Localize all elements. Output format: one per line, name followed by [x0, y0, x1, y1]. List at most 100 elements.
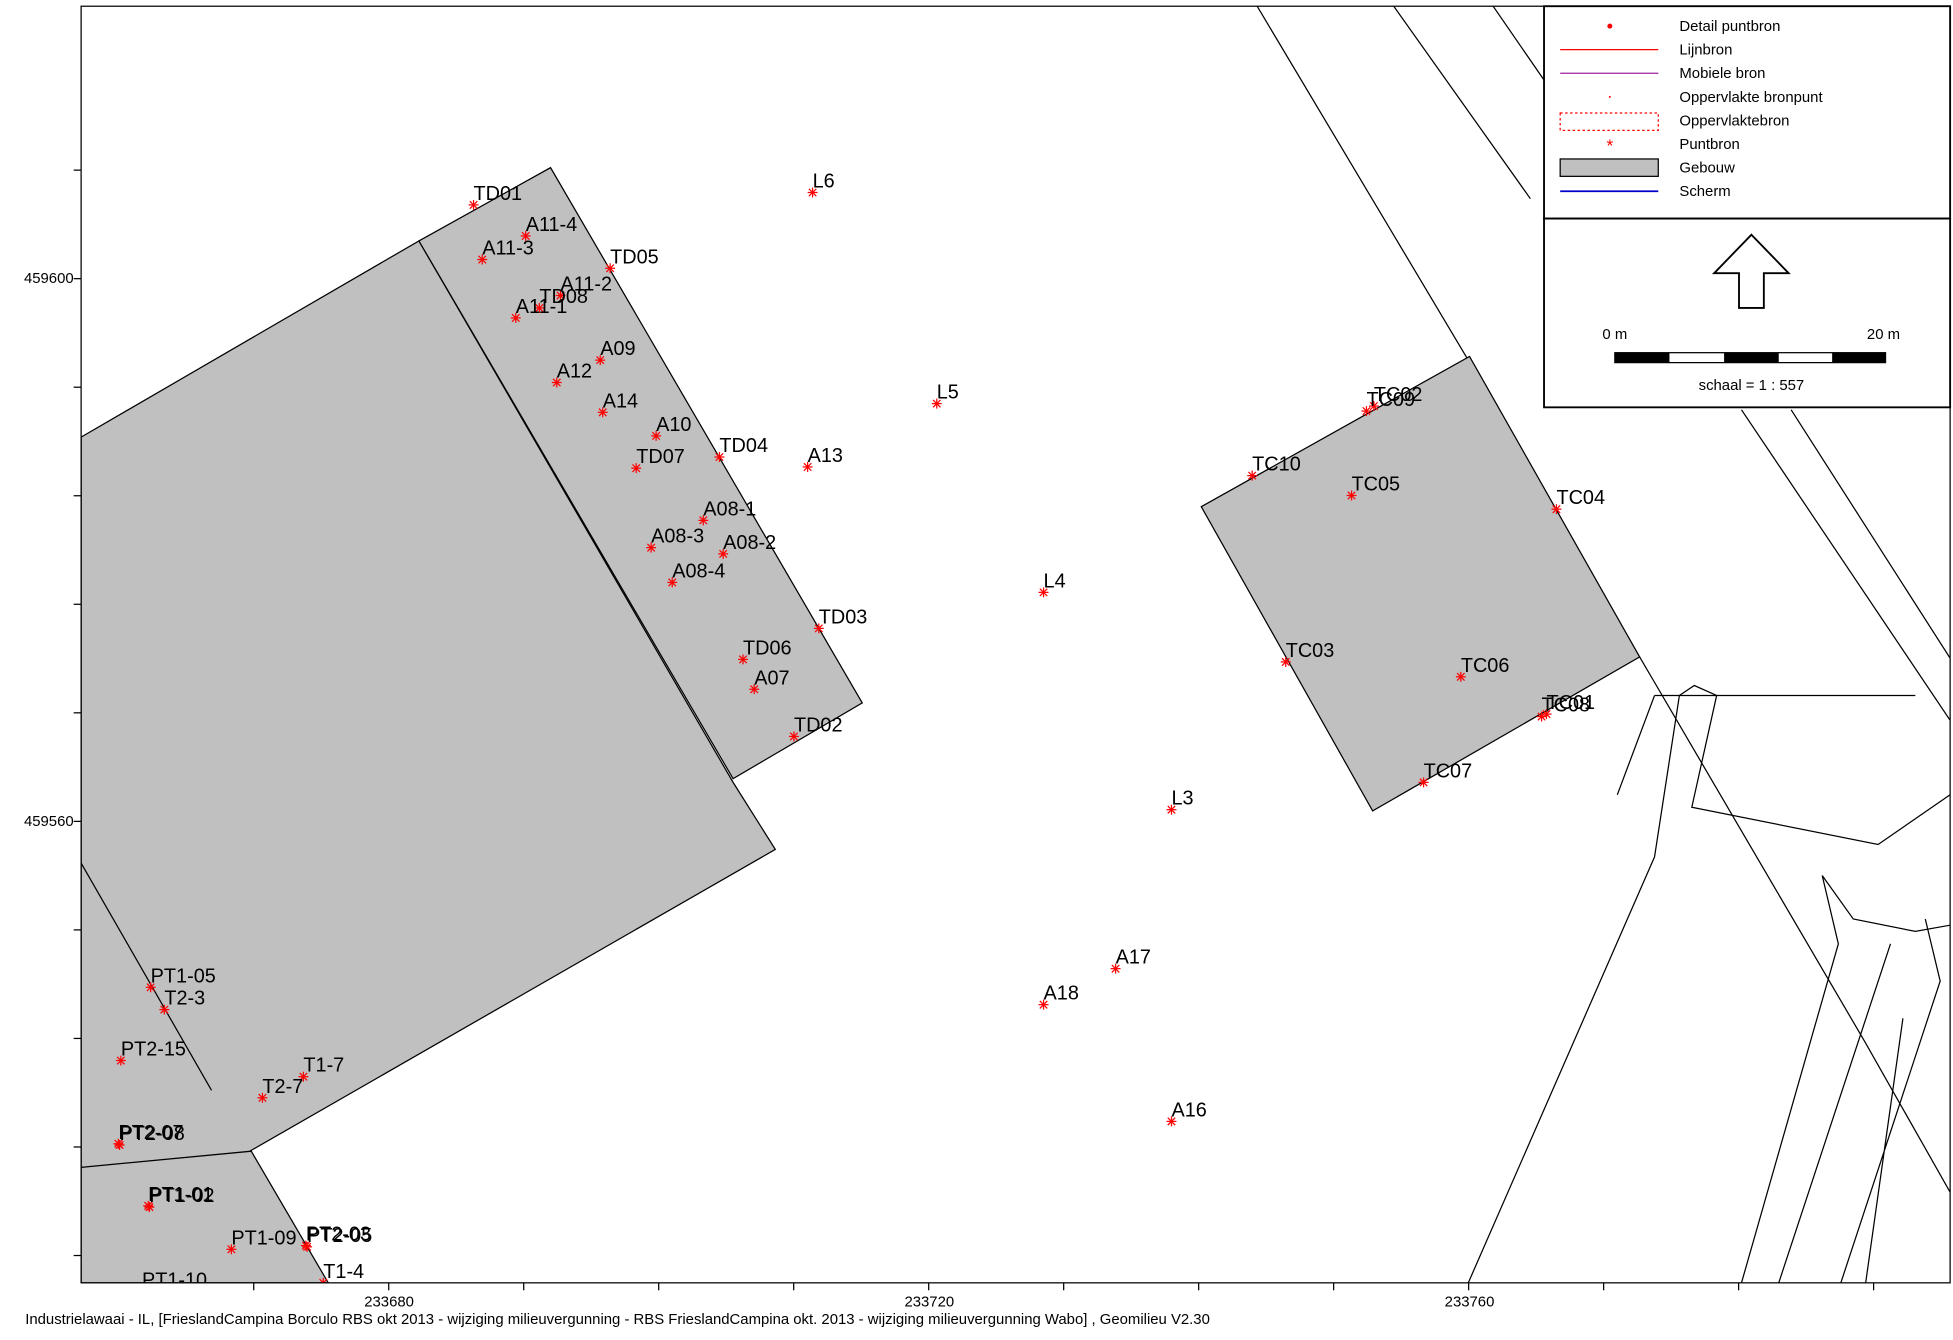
star-stroke [1347, 491, 1356, 500]
x-label: 233720 [904, 1294, 954, 1310]
legend-label: Oppervlakte bronpunt [1679, 90, 1823, 106]
source-marker [1536, 711, 1547, 722]
source-label: A11-2 [560, 274, 612, 296]
star-stroke [1039, 1000, 1048, 1009]
source-label: A11-4 [526, 214, 578, 236]
source-label: PT1-01 [148, 1184, 213, 1206]
star-stroke [258, 1093, 267, 1102]
scale-bar-part [1832, 352, 1886, 363]
source-marker [595, 355, 606, 366]
legend-label: Lijnbron [1679, 43, 1732, 59]
star-stroke [1419, 778, 1428, 787]
source-label: A10 [656, 414, 691, 436]
source-label: L3 [1171, 788, 1193, 810]
scale-end: 20 m [1867, 327, 1900, 343]
star-stroke [1369, 401, 1379, 411]
legend-symbol [1607, 23, 1613, 29]
star-stroke [319, 1278, 325, 1283]
source-marker [226, 1244, 237, 1255]
north-arrow [1711, 233, 1791, 309]
source-label: TC04 [1556, 487, 1605, 509]
source-label: PT2-15 [121, 1039, 186, 1061]
star-stroke [552, 378, 561, 387]
source-marker [534, 303, 545, 313]
star-stroke [302, 1242, 312, 1251]
source-marker [749, 684, 760, 695]
star-stroke [718, 549, 728, 559]
source-marker [651, 430, 662, 441]
source-marker [551, 377, 562, 388]
star-stroke [115, 1140, 124, 1150]
star-stroke [1248, 471, 1257, 480]
source-marker [605, 263, 616, 274]
building [418, 166, 864, 780]
star-stroke [1362, 406, 1371, 416]
source-label: TC10 [1252, 454, 1301, 476]
scale-start: 0 m [1602, 327, 1627, 343]
star-stroke [116, 1056, 126, 1065]
source-label: TC02 [1374, 384, 1423, 406]
source-label: A08-4 [672, 560, 725, 582]
legend-label: Detail puntbron [1679, 19, 1780, 35]
star-stroke [1111, 964, 1120, 973]
star-stroke [738, 655, 748, 664]
source-label: T1-7 [303, 1055, 344, 1077]
source-marker [145, 982, 156, 993]
source-label: L5 [937, 382, 959, 404]
source-marker [1038, 999, 1049, 1010]
source-marker [1418, 777, 1429, 788]
source-label: TD01 [474, 183, 523, 205]
building [81, 240, 777, 1249]
star-stroke [1552, 504, 1561, 514]
source-marker [718, 548, 729, 559]
legend-symbol [1559, 112, 1659, 132]
source-label: TC05 [1352, 474, 1401, 496]
y-label: 459600 [24, 271, 74, 287]
legend-label: Mobiele bron [1679, 66, 1765, 82]
star-stroke [668, 578, 677, 587]
star-stroke [814, 624, 823, 633]
building-edge [81, 862, 213, 1091]
source-label: TC06 [1461, 655, 1510, 677]
source-label: PT1-10 [142, 1270, 207, 1292]
star-stroke [556, 291, 565, 300]
star-stroke [632, 464, 641, 473]
source-label: TC07 [1424, 760, 1473, 782]
source-marker [257, 1092, 268, 1103]
source-label: A08-2 [723, 532, 776, 554]
source-marker [115, 1055, 126, 1066]
source-marker [318, 1277, 329, 1283]
source-label: A08-1 [703, 498, 756, 520]
star-stroke [478, 255, 487, 264]
frame [80, 5, 1951, 1284]
source-label: A07 [754, 667, 789, 689]
legend-symbol: * [1606, 136, 1613, 156]
ticks [73, 169, 1875, 1291]
building [81, 1150, 329, 1283]
star-stroke [808, 188, 817, 197]
source-label: T1-4 [323, 1261, 364, 1283]
source-label: TD04 [719, 435, 768, 457]
source-marker [931, 398, 942, 409]
scale-bar-part [1724, 352, 1779, 363]
star-stroke [146, 983, 155, 992]
source-marker [1361, 406, 1372, 417]
source-marker [714, 452, 725, 462]
source-marker [520, 230, 531, 241]
star-stroke [803, 462, 812, 472]
source-marker [114, 1140, 125, 1150]
star-stroke [160, 1005, 169, 1014]
legend-label: Scherm [1679, 184, 1730, 200]
star-stroke [1167, 1117, 1176, 1126]
source-label: A17 [1116, 947, 1151, 969]
source-marker [1455, 671, 1466, 682]
source-label: T2-3 [164, 988, 205, 1010]
source-marker [1038, 587, 1049, 598]
x-label: 233680 [364, 1294, 414, 1310]
source-label: TC01 [1547, 692, 1596, 714]
footer: Industrielawaai - IL, [FrieslandCampina … [25, 1312, 1210, 1328]
source-label: A11-1 [516, 296, 568, 318]
star-stroke [1537, 712, 1546, 721]
